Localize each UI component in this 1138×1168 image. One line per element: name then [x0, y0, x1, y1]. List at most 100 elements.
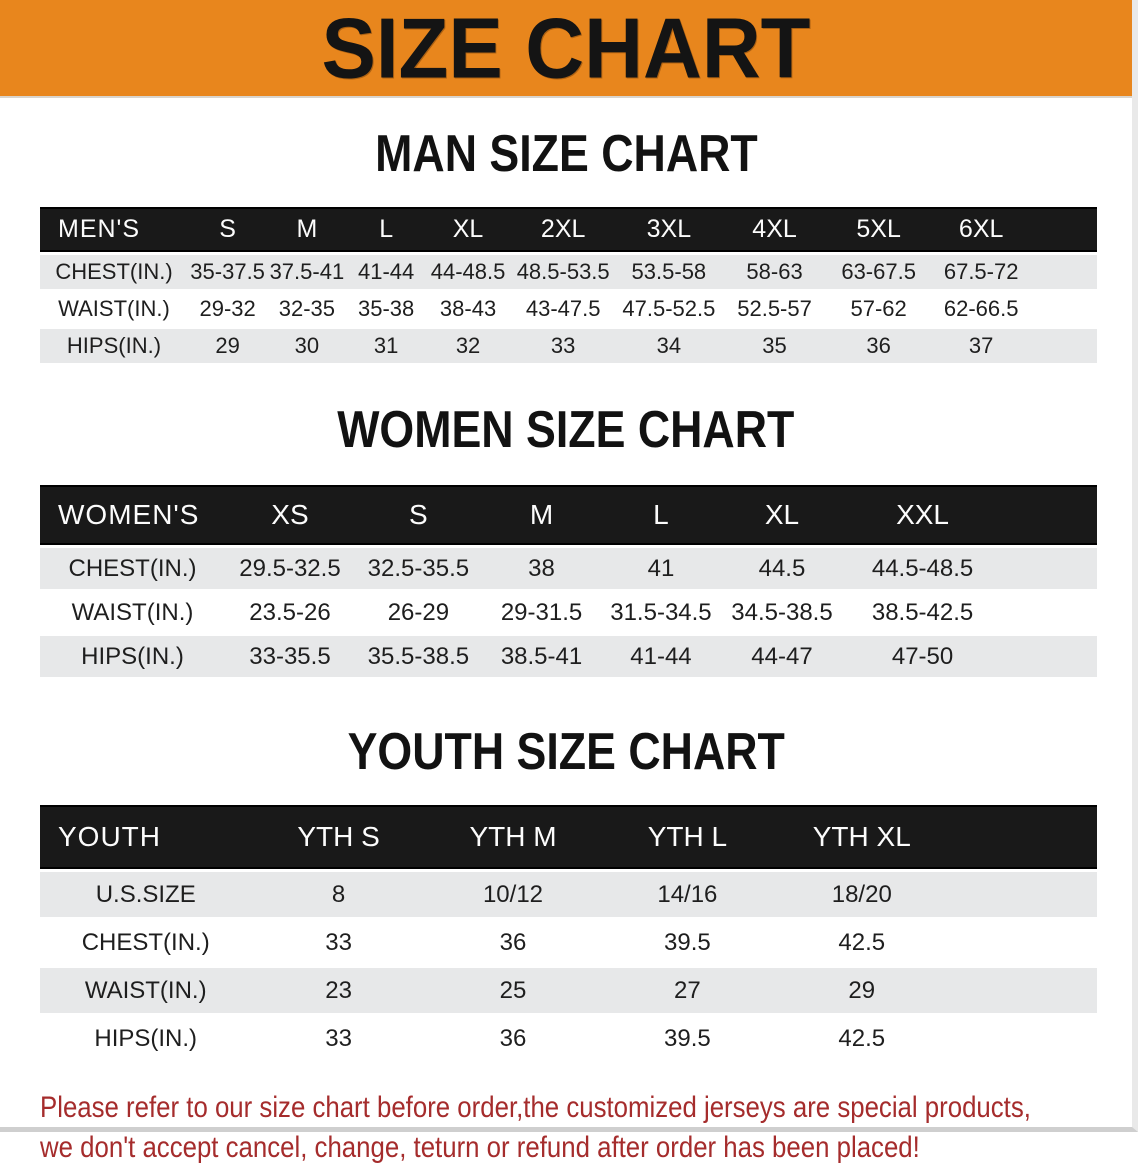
cell-filler [1001, 592, 1097, 633]
table-cell: 32 [425, 329, 511, 363]
table-header-row: MEN'S S M L XL 2XL 3XL 4XL 5XL 6XL [40, 207, 1097, 252]
table-cell: 36 [425, 920, 601, 965]
table-cell: 44-48.5 [425, 255, 511, 289]
table-cell: 41-44 [601, 636, 721, 677]
column-header: 5XL [827, 207, 930, 252]
row-label: CHEST(IN.) [40, 255, 188, 289]
table-cell: 44-47 [720, 636, 844, 677]
column-header: M [481, 485, 602, 545]
column-header: 3XL [616, 207, 722, 252]
table-cell: 32.5-35.5 [354, 548, 482, 589]
table-cell: 32-35 [267, 292, 347, 326]
table-cell: 26-29 [354, 592, 482, 633]
table-cell: 47.5-52.5 [616, 292, 722, 326]
table-cell: 39.5 [600, 920, 775, 965]
table-cell: 35 [721, 329, 828, 363]
table-row: HIPS(IN.) 33-35.5 35.5-38.5 38.5-41 41-4… [40, 636, 1097, 677]
row-label: HIPS(IN.) [40, 329, 188, 363]
table-cell: 18/20 [774, 872, 949, 917]
table-cell: 30 [267, 329, 347, 363]
header-filler [1001, 485, 1097, 545]
table-group-label: WOMEN'S [40, 485, 225, 545]
disclaimer-line-2: we don't accept cancel, change, teturn o… [40, 1131, 920, 1164]
table-cell: 23.5-26 [224, 592, 355, 633]
women-size-section: WOMEN SIZE CHART WOMEN'S XS S M L XL XXL… [0, 404, 1132, 680]
column-header: L [601, 485, 721, 545]
table-cell: 38-43 [425, 292, 511, 326]
disclaimer-line-1: Please refer to our size chart before or… [40, 1091, 1031, 1124]
table-cell: 37.5-41 [267, 255, 347, 289]
column-header: S [187, 207, 268, 252]
table-cell: 67.5-72 [929, 255, 1033, 289]
column-header: 2XL [510, 207, 617, 252]
table-cell: 29-31.5 [481, 592, 602, 633]
column-header: M [267, 207, 347, 252]
table-cell: 33 [251, 1016, 426, 1061]
men-size-section: MAN SIZE CHART MEN'S S M L XL 2XL 3XL 4X… [0, 128, 1132, 366]
table-cell: 29 [774, 968, 949, 1013]
cell-filler [948, 920, 1097, 965]
table-cell: 43-47.5 [510, 292, 617, 326]
table-cell: 35.5-38.5 [354, 636, 482, 677]
table-cell: 38.5-42.5 [843, 592, 1002, 633]
row-label: U.S.SIZE [40, 872, 252, 917]
cell-filler [1032, 292, 1097, 326]
womens-size-table: WOMEN'S XS S M L XL XXL CHEST(IN.) 29.5-… [40, 482, 1097, 680]
cell-filler [1001, 636, 1097, 677]
table-cell: 42.5 [774, 920, 949, 965]
table-cell: 35-38 [346, 292, 426, 326]
column-header: YTH XL [774, 805, 949, 869]
mens-size-table: MEN'S S M L XL 2XL 3XL 4XL 5XL 6XL CHEST… [40, 204, 1097, 366]
table-header-row: YOUTH YTH S YTH M YTH L YTH XL [40, 805, 1097, 869]
table-row: WAIST(IN.) 29-32 32-35 35-38 38-43 43-47… [40, 292, 1097, 326]
table-cell: 36 [827, 329, 930, 363]
table-cell: 31 [346, 329, 426, 363]
table-cell: 48.5-53.5 [510, 255, 617, 289]
table-cell: 36 [425, 1016, 601, 1061]
page-title: SIZE CHART [321, 0, 811, 96]
table-cell: 41-44 [346, 255, 426, 289]
table-cell: 29-32 [187, 292, 268, 326]
table-cell: 23 [251, 968, 426, 1013]
table-cell: 38 [481, 548, 602, 589]
table-cell: 35-37.5 [187, 255, 268, 289]
table-row: WAIST(IN.) 23.5-26 26-29 29-31.5 31.5-34… [40, 592, 1097, 633]
table-cell: 52.5-57 [721, 292, 828, 326]
table-cell: 34 [616, 329, 722, 363]
youth-size-table: YOUTH YTH S YTH M YTH L YTH XL U.S.SIZE … [40, 802, 1097, 1064]
table-cell: 44.5 [720, 548, 844, 589]
cell-filler [948, 1016, 1097, 1061]
table-group-label: YOUTH [40, 805, 252, 869]
table-row: HIPS(IN.) 33 36 39.5 42.5 [40, 1016, 1097, 1061]
table-cell: 58-63 [721, 255, 828, 289]
table-cell: 62-66.5 [929, 292, 1033, 326]
table-cell: 41 [601, 548, 721, 589]
table-cell: 25 [425, 968, 601, 1013]
table-cell: 33 [510, 329, 617, 363]
column-header: S [354, 485, 482, 545]
women-section-title: WOMEN SIZE CHART [337, 401, 795, 459]
table-cell: 42.5 [774, 1016, 949, 1061]
table-row: HIPS(IN.) 29 30 31 32 33 34 35 36 37 [40, 329, 1097, 363]
table-cell: 38.5-41 [481, 636, 602, 677]
table-cell: 39.5 [600, 1016, 775, 1061]
cell-filler [948, 872, 1097, 917]
row-label: CHEST(IN.) [40, 548, 225, 589]
column-header: XS [224, 485, 355, 545]
table-cell: 37 [929, 329, 1033, 363]
table-cell: 63-67.5 [827, 255, 930, 289]
youth-section-title: YOUTH SIZE CHART [347, 723, 785, 781]
disclaimer-text: Please refer to our size chart before or… [40, 1088, 1132, 1168]
row-label: HIPS(IN.) [40, 1016, 252, 1061]
table-cell: 33-35.5 [224, 636, 355, 677]
column-header: YTH S [251, 805, 426, 869]
men-section-title: MAN SIZE CHART [374, 125, 758, 183]
column-header: 4XL [721, 207, 828, 252]
table-cell: 27 [600, 968, 775, 1013]
row-label: WAIST(IN.) [40, 968, 252, 1013]
table-row: CHEST(IN.) 35-37.5 37.5-41 41-44 44-48.5… [40, 255, 1097, 289]
column-header: YTH L [600, 805, 775, 869]
table-cell: 33 [251, 920, 426, 965]
table-cell: 34.5-38.5 [720, 592, 844, 633]
table-cell: 31.5-34.5 [601, 592, 721, 633]
